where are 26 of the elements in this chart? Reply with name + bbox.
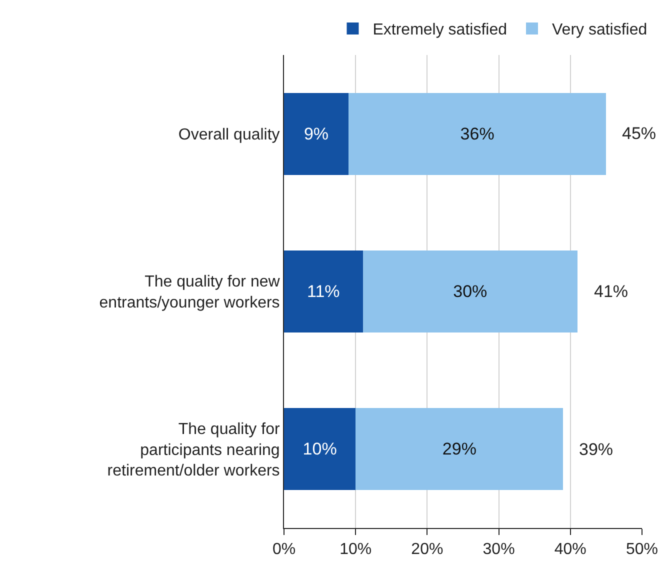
x-tick-label: 0%: [272, 541, 296, 558]
bar: [284, 92, 348, 175]
y-tick-label: The quality for participants nearing retirement/older workers: [107, 420, 280, 480]
bar: [284, 250, 363, 332]
x-tick-label: 40%: [554, 541, 586, 558]
data-label: 11%: [306, 282, 340, 301]
data-label: 29%: [442, 440, 476, 459]
y-tick-label: The quality for new entrants/younger workers: [99, 274, 280, 312]
data-label: 10%: [302, 440, 337, 459]
x-tick-label: 30%: [482, 541, 515, 558]
legend-label: Very satisfied: [552, 22, 648, 39]
total-label: 41%: [594, 282, 628, 301]
total-label: 45%: [622, 124, 656, 143]
bar: [284, 408, 356, 490]
x-tick-label: 20%: [411, 541, 444, 558]
y-tick-label: Overall quality: [178, 126, 280, 144]
data-label: 36%: [460, 124, 494, 144]
x-tick-label: 50%: [626, 541, 658, 558]
total-label: 39%: [579, 440, 614, 459]
bar: [356, 408, 564, 490]
data-label: 30%: [453, 282, 488, 301]
legend-label: Extremely satisfied: [372, 22, 508, 39]
bar: [348, 92, 606, 175]
data-label: 9%: [304, 124, 329, 144]
bar: [362, 250, 578, 332]
x-tick-label: 10%: [340, 541, 372, 558]
